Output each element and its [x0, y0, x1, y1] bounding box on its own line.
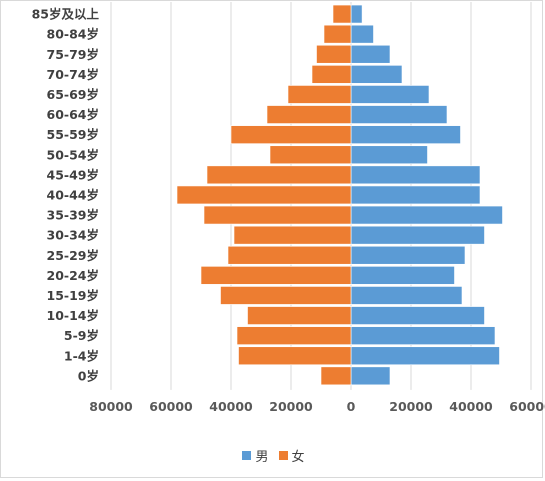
bar-male-11	[350, 225, 485, 245]
bar-female-9	[176, 185, 352, 205]
legend-swatch-male	[242, 450, 252, 460]
bar-female-17	[238, 346, 352, 366]
bar-male-7	[350, 145, 428, 165]
tick-label-2: 40000	[209, 399, 253, 414]
legend-item-female: 女	[278, 446, 305, 465]
category-label-11: 30-34岁	[47, 228, 99, 243]
bars	[176, 4, 503, 386]
bar-male-4	[350, 85, 430, 104]
tick-label-7: 60000	[509, 399, 545, 414]
category-label-9: 40-44岁	[47, 187, 99, 202]
bar-female-5	[266, 105, 352, 124]
category-label-3: 70-74岁	[47, 67, 99, 82]
bar-male-12	[350, 245, 466, 265]
bar-male-18	[350, 366, 391, 386]
bar-female-16	[236, 326, 352, 345]
legend-label-male: 男	[255, 449, 269, 465]
category-label-10: 35-39岁	[47, 208, 99, 223]
tick-label-0: 80000	[89, 399, 133, 414]
bar-female-1	[323, 24, 352, 44]
legend-swatch-female	[278, 450, 288, 460]
bar-male-1	[350, 24, 374, 44]
bar-female-8	[206, 165, 352, 185]
bar-female-13	[200, 266, 352, 285]
bar-female-3	[311, 65, 352, 84]
tick-label-4: 0	[347, 399, 356, 414]
tick-label-6: 40000	[449, 399, 493, 414]
category-label-0: 85岁及以上	[32, 7, 100, 22]
category-label-1: 80-84岁	[47, 27, 99, 42]
bar-male-6	[350, 125, 461, 144]
bar-male-17	[350, 346, 500, 366]
bar-female-11	[233, 225, 352, 245]
legend: 男 女	[1, 445, 545, 465]
bar-male-15	[350, 306, 485, 325]
bar-female-10	[203, 205, 352, 225]
bar-female-12	[227, 245, 352, 265]
bar-male-0	[350, 4, 363, 24]
bar-female-14	[220, 286, 352, 305]
category-label-5: 60-64岁	[47, 107, 99, 122]
category-label-8: 45-49岁	[47, 167, 99, 182]
bar-female-2	[316, 44, 352, 64]
bar-female-6	[230, 125, 352, 144]
category-label-7: 50-54岁	[47, 147, 99, 162]
tick-label-1: 60000	[149, 399, 193, 414]
bar-female-18	[320, 366, 352, 386]
legend-item-male: 男	[242, 446, 269, 465]
category-label-2: 75-79岁	[47, 47, 99, 62]
bar-female-15	[247, 306, 352, 325]
bar-male-14	[350, 286, 463, 305]
category-label-13: 20-24岁	[47, 268, 99, 283]
bar-female-4	[287, 85, 352, 104]
category-label-16: 5-9岁	[64, 328, 99, 343]
bar-male-8	[350, 165, 481, 185]
bar-male-10	[350, 205, 503, 225]
bar-female-7	[269, 145, 352, 165]
category-label-18: 0岁	[78, 368, 99, 383]
tick-label-3: 20000	[269, 399, 313, 414]
category-label-12: 25-29岁	[47, 248, 99, 263]
bar-male-3	[350, 65, 403, 84]
bar-male-16	[350, 326, 496, 345]
bar-female-0	[332, 4, 352, 24]
bar-male-13	[350, 266, 455, 285]
category-label-15: 10-14岁	[47, 308, 99, 323]
tick-label-5: 20000	[389, 399, 433, 414]
category-label-4: 65-69岁	[47, 87, 99, 102]
category-axis-labels: 85岁及以上 80-84岁 75-79岁 70-74岁 65-69岁 60-64岁 55-5…	[32, 7, 100, 384]
value-axis-tick-labels: 80000 60000 40000 20000 0 20000 40000 60000	[89, 399, 545, 414]
category-label-17: 1-4岁	[64, 348, 99, 363]
bar-male-9	[350, 185, 481, 205]
category-label-14: 15-19岁	[47, 288, 99, 303]
bar-male-5	[350, 105, 448, 124]
legend-label-female: 女	[291, 449, 305, 465]
bar-male-2	[350, 44, 391, 64]
category-label-6: 55-59岁	[47, 127, 99, 142]
